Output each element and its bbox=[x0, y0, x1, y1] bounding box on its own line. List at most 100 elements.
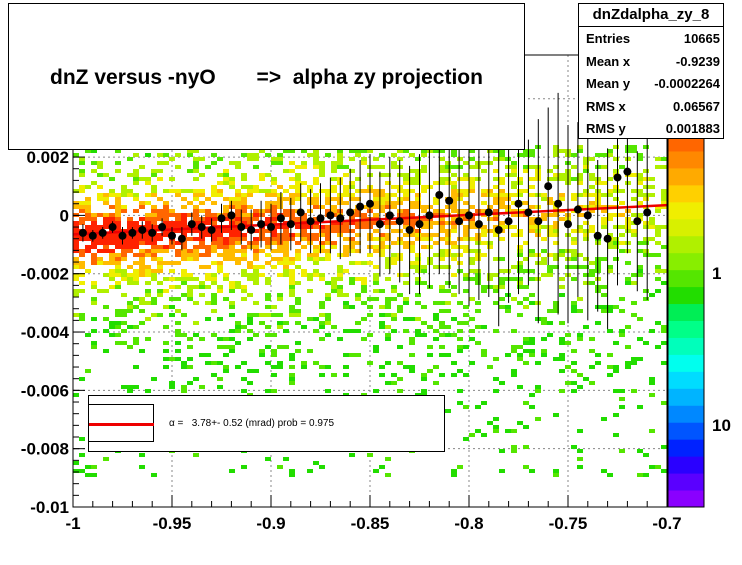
heatmap-cell bbox=[397, 157, 403, 161]
heatmap-cell bbox=[79, 469, 85, 473]
heatmap-cell bbox=[247, 381, 253, 385]
heatmap-cell bbox=[481, 193, 487, 197]
heatmap-cell bbox=[331, 185, 337, 189]
heatmap-cell bbox=[445, 289, 451, 293]
heatmap-cell bbox=[517, 209, 523, 213]
heatmap-cell bbox=[157, 269, 163, 273]
heatmap-cell bbox=[109, 285, 115, 289]
heatmap-cell bbox=[307, 237, 313, 241]
heatmap-cell bbox=[487, 189, 493, 193]
heatmap-cell bbox=[523, 153, 529, 157]
palette-segment bbox=[668, 473, 704, 491]
heatmap-cell bbox=[385, 457, 391, 461]
stats-value: -0.9239 bbox=[675, 53, 720, 69]
heatmap-cell bbox=[469, 221, 475, 225]
heatmap-cell bbox=[79, 221, 85, 225]
heatmap-cell bbox=[379, 321, 385, 325]
heatmap-cell bbox=[451, 221, 457, 225]
heatmap-cell bbox=[139, 273, 145, 277]
heatmap-cell bbox=[571, 257, 577, 261]
heatmap-cell bbox=[607, 149, 613, 153]
heatmap-cell bbox=[565, 341, 571, 345]
heatmap-cell bbox=[127, 301, 133, 305]
palette-segment bbox=[668, 337, 704, 355]
heatmap-cell bbox=[463, 177, 469, 181]
heatmap-cell bbox=[229, 221, 235, 225]
heatmap-cell bbox=[313, 205, 319, 209]
heatmap-cell bbox=[115, 161, 121, 165]
heatmap-cell bbox=[277, 233, 283, 237]
heatmap-cell bbox=[73, 461, 79, 465]
heatmap-cell bbox=[193, 189, 199, 193]
heatmap-cell bbox=[661, 469, 667, 473]
heatmap-cell bbox=[103, 317, 109, 321]
profile-point bbox=[286, 197, 295, 251]
heatmap-cell bbox=[463, 201, 469, 205]
heatmap-cell bbox=[415, 261, 421, 265]
heatmap-cell bbox=[475, 325, 481, 329]
heatmap-cell bbox=[601, 293, 607, 297]
heatmap-cell bbox=[547, 197, 553, 201]
heatmap-cell bbox=[391, 221, 397, 225]
heatmap-cell bbox=[163, 201, 169, 205]
heatmap-cell bbox=[127, 157, 133, 161]
heatmap-cell bbox=[91, 253, 97, 257]
heatmap-cell bbox=[307, 469, 313, 473]
heatmap-cell bbox=[127, 173, 133, 177]
heatmap-cell bbox=[265, 457, 271, 461]
heatmap-cell bbox=[175, 249, 181, 253]
heatmap-cell bbox=[409, 233, 415, 237]
heatmap-cell bbox=[397, 293, 403, 297]
heatmap-cell bbox=[445, 333, 451, 337]
heatmap-cell bbox=[649, 217, 655, 221]
heatmap-cell bbox=[475, 269, 481, 273]
heatmap-cell bbox=[211, 161, 217, 165]
heatmap-cell bbox=[421, 221, 427, 225]
heatmap-cell bbox=[229, 281, 235, 285]
heatmap-cell bbox=[169, 297, 175, 301]
heatmap-cell bbox=[85, 233, 91, 237]
heatmap-cell bbox=[343, 229, 349, 233]
heatmap-cell bbox=[157, 257, 163, 261]
heatmap-cell bbox=[199, 189, 205, 193]
heatmap-cell bbox=[373, 289, 379, 293]
heatmap-cell bbox=[109, 205, 115, 209]
heatmap-cell bbox=[529, 221, 535, 225]
heatmap-cell bbox=[583, 257, 589, 261]
heatmap-cell bbox=[235, 321, 241, 325]
heatmap-cell bbox=[397, 361, 403, 365]
heatmap-cell bbox=[541, 257, 547, 261]
heatmap-cell bbox=[643, 297, 649, 301]
heatmap-cell bbox=[325, 365, 331, 369]
heatmap-cell bbox=[373, 273, 379, 277]
heatmap-cell bbox=[481, 253, 487, 257]
heatmap-cell bbox=[301, 245, 307, 249]
heatmap-cell bbox=[73, 393, 79, 397]
heatmap-cell bbox=[553, 165, 559, 169]
heatmap-cell bbox=[385, 333, 391, 337]
heatmap-cell bbox=[265, 261, 271, 265]
heatmap-cell bbox=[517, 153, 523, 157]
heatmap-cell bbox=[145, 225, 151, 229]
heatmap-cell bbox=[637, 405, 643, 409]
heatmap-cell bbox=[313, 193, 319, 197]
profile-point bbox=[276, 192, 285, 245]
heatmap-cell bbox=[331, 209, 337, 213]
heatmap-cell bbox=[469, 277, 475, 281]
fit-legend-swatch bbox=[89, 423, 154, 426]
heatmap-cell bbox=[325, 297, 331, 301]
heatmap-cell bbox=[511, 445, 517, 449]
heatmap-cell bbox=[415, 293, 421, 297]
heatmap-cell bbox=[349, 281, 355, 285]
heatmap-cell bbox=[391, 161, 397, 165]
y-tick-label: 0.002 bbox=[26, 148, 69, 167]
data-point bbox=[158, 223, 167, 232]
heatmap-cell bbox=[469, 205, 475, 209]
heatmap-cell bbox=[109, 193, 115, 197]
heatmap-cell bbox=[205, 221, 211, 225]
heatmap-cell bbox=[379, 233, 385, 237]
profile-point bbox=[633, 151, 642, 292]
heatmap-cell bbox=[589, 193, 595, 197]
heatmap-cell bbox=[403, 317, 409, 321]
heatmap-cell bbox=[553, 221, 559, 225]
